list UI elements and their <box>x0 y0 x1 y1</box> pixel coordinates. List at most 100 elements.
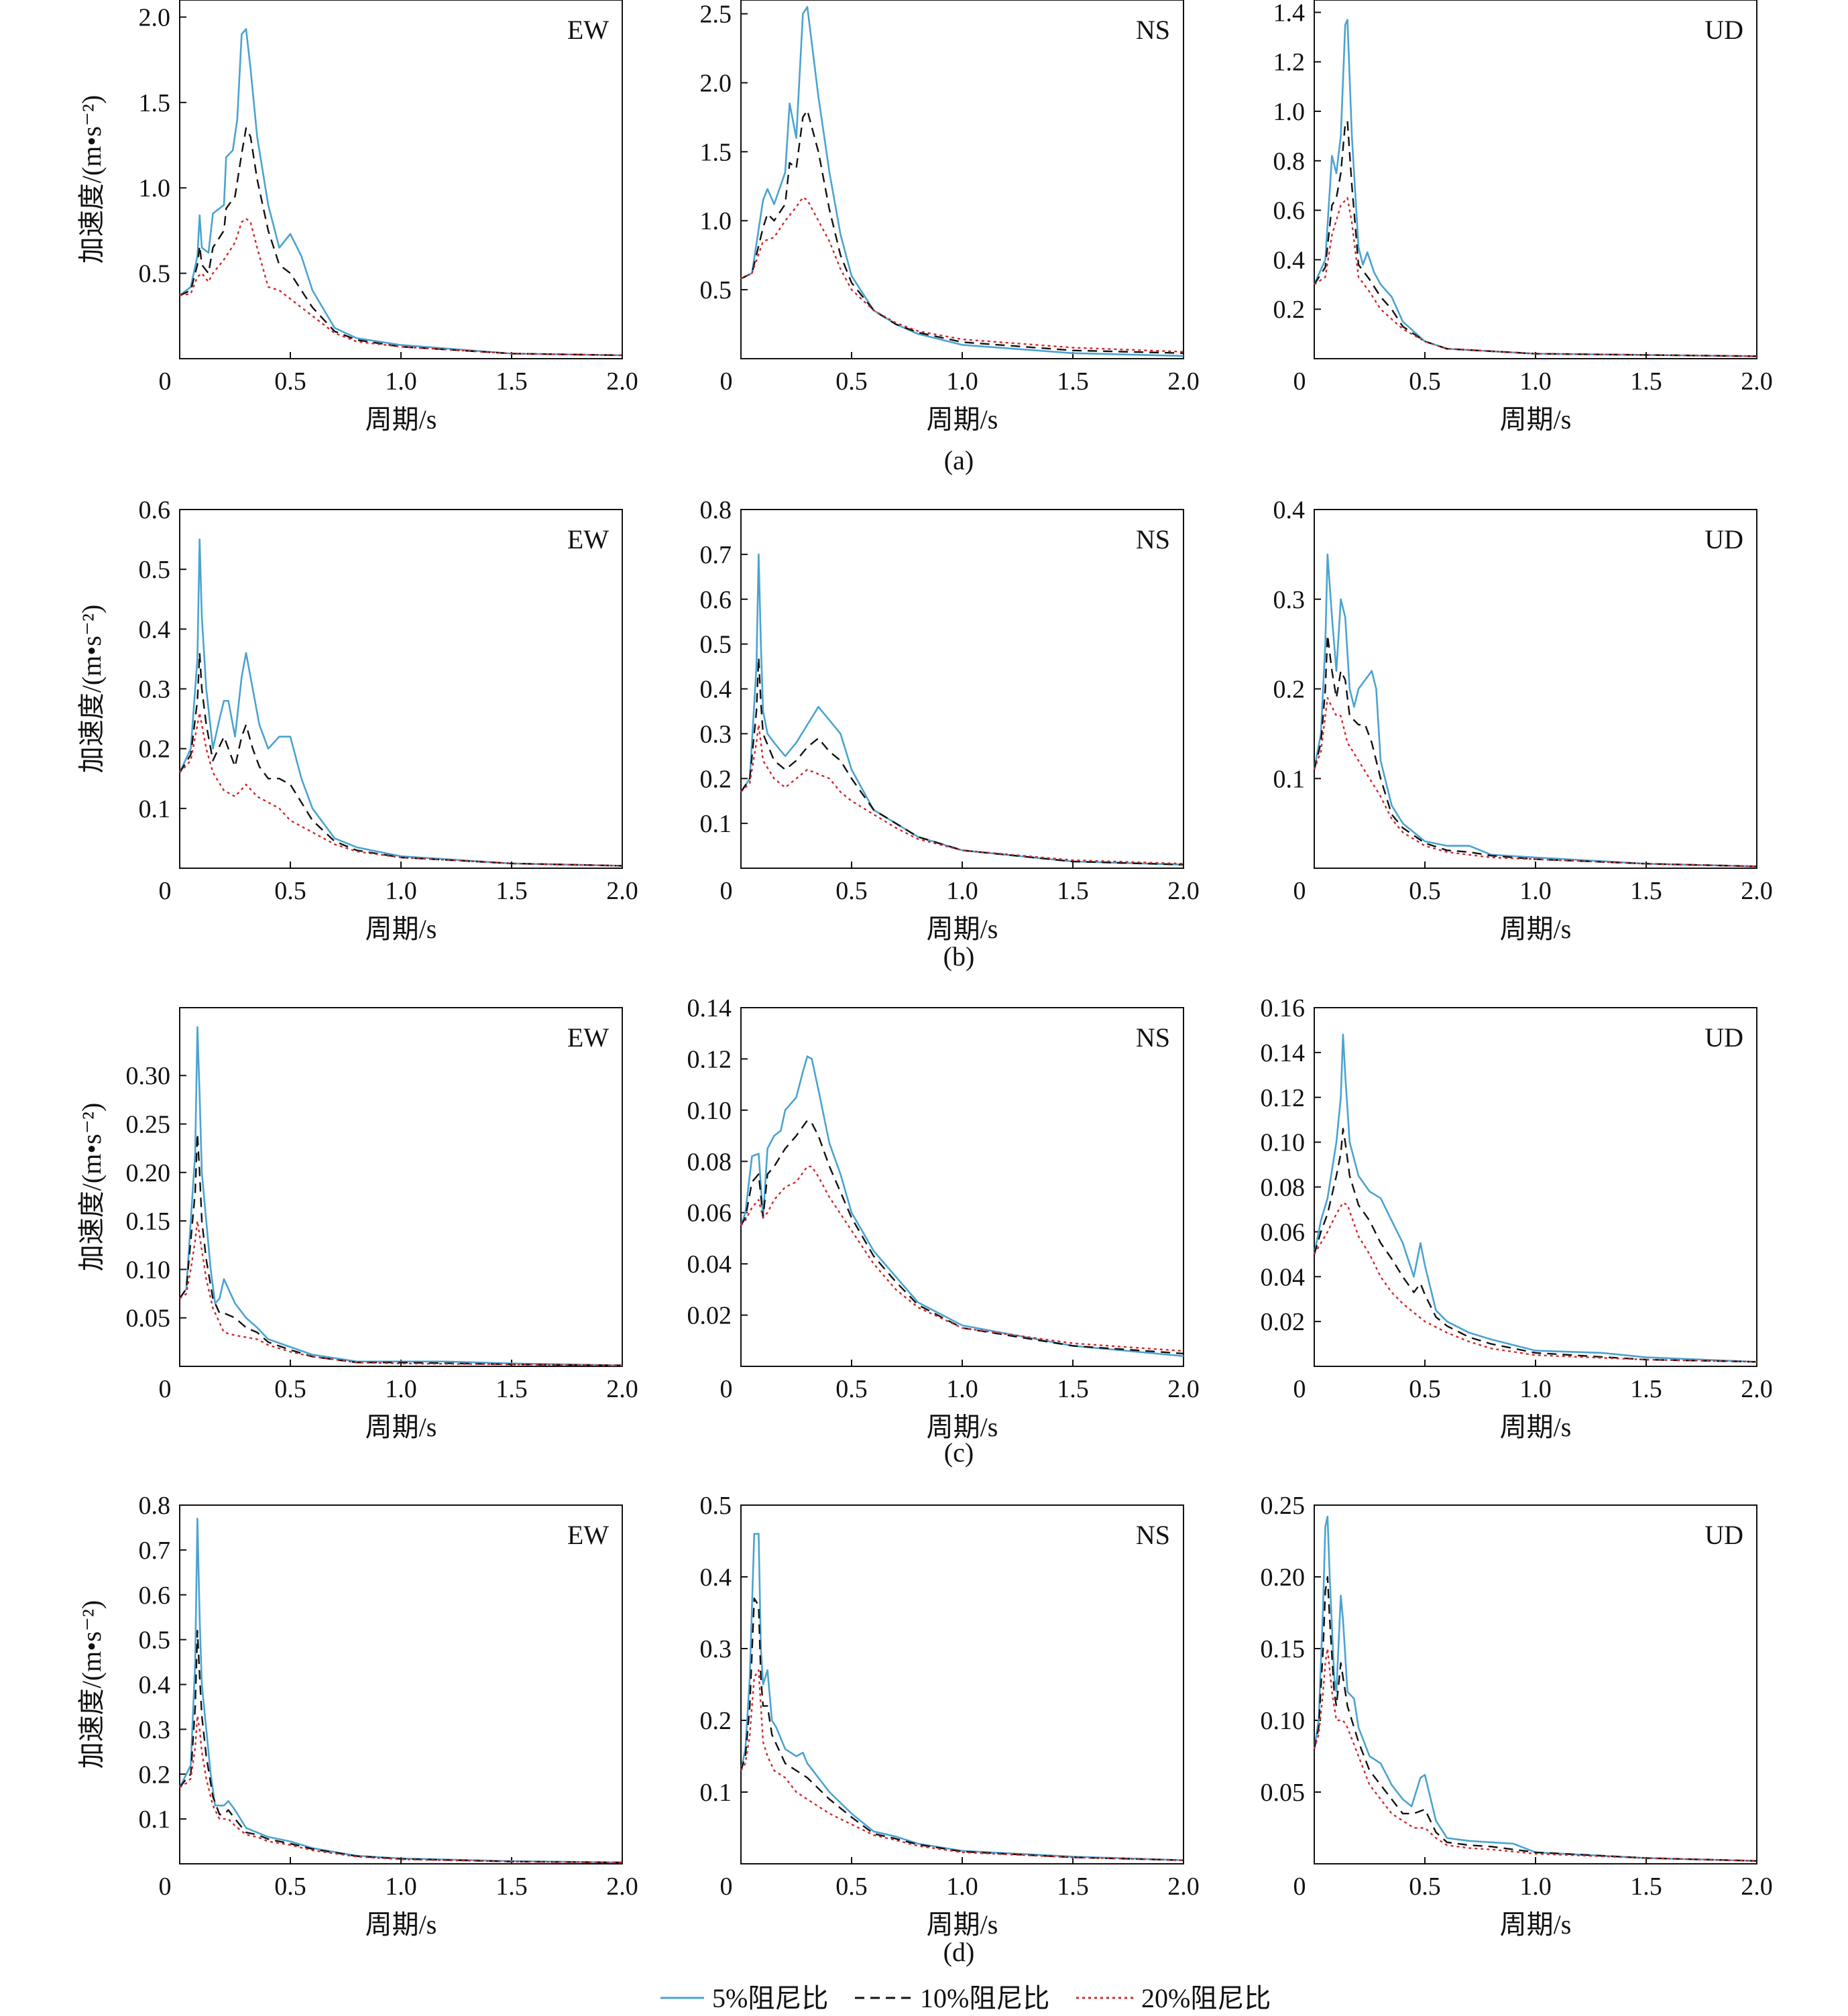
chart-2-2-ytick-label: 0.16 <box>1261 994 1306 1022</box>
chart-3-0-xtick-label: 1.5 <box>496 1873 528 1901</box>
chart-1-0-ytick-label: 0.5 <box>139 556 171 584</box>
chart-3-2-series-10pct <box>1313 1576 1757 1862</box>
chart-2-2-series-10pct <box>1313 1128 1757 1363</box>
chart-3-0-ytick-label: 0.7 <box>139 1537 171 1565</box>
chart-3-1-ytick-label: 0.2 <box>700 1707 732 1735</box>
chart-3-2-ytick-label: 0.10 <box>1261 1707 1306 1735</box>
chart-2-2-frame <box>1314 1007 1757 1367</box>
chart-0-1-ytick-label: 1.0 <box>700 207 732 235</box>
chart-0-0-component-label: EW <box>567 15 609 45</box>
chart-1-1-ytick-label: 0.5 <box>700 631 732 659</box>
chart-1-1-ytick-label: 0.7 <box>700 541 732 569</box>
chart-2-2-ytick-label: 0.10 <box>1261 1129 1306 1157</box>
chart-2-0-xtick-label: 0.5 <box>274 1375 306 1403</box>
chart-1-0-component-label: EW <box>567 524 609 554</box>
chart-0-1-frame <box>740 0 1184 359</box>
chart-0-0-series-5pct <box>179 27 623 357</box>
chart-1-1-ytick-label: 0.2 <box>700 765 732 793</box>
chart-1-2: 0.1 0.2 0.3 0.4 0.5 1.0 1.5 2.0 0 周期/s UD <box>1273 496 1773 944</box>
chart-3-0-series-5pct <box>178 1517 623 1864</box>
chart-0-0-xtick-label: 2.0 <box>606 367 638 396</box>
chart-0-2-ytick-label: 0.2 <box>1273 296 1306 324</box>
chart-1-0-xtick-label: 1.0 <box>385 877 417 905</box>
chart-1-2-origin-label: 0 <box>1293 877 1306 905</box>
chart-3-2-ytick-label: 0.25 <box>1261 1492 1306 1520</box>
chart-3-0-series-20pct <box>179 1715 623 1864</box>
chart-2-0-ytick-label: 0.15 <box>126 1207 171 1236</box>
chart-1-0-xlabel: 周期/s <box>365 914 437 944</box>
chart-1-2-xtick-label: 1.5 <box>1630 877 1662 905</box>
chart-3-0-ytick-label: 0.8 <box>139 1492 171 1520</box>
chart-1-1-component-label: NS <box>1136 524 1170 554</box>
chart-1-1-origin-label: 0 <box>720 877 733 905</box>
chart-0-0-origin-label: 0 <box>159 367 172 396</box>
chart-0-1-origin-label: 0 <box>720 367 733 396</box>
chart-2-1-xtick-label: 1.5 <box>1057 1375 1089 1403</box>
chart-1-1-ytick-label: 0.3 <box>700 720 732 748</box>
chart-2-2-ytick-label: 0.12 <box>1261 1084 1306 1112</box>
chart-2-1-xlabel: 周期/s <box>927 1412 998 1442</box>
chart-1-2-ytick-label: 0.3 <box>1273 586 1306 614</box>
chart-0-2-xtick-label: 1.5 <box>1630 367 1662 396</box>
chart-0-2: 0.2 0.4 0.6 0.8 1.0 1.2 1.4 0.5 1.0 1.5 2.0 0 周期/s UD <box>1273 0 1773 434</box>
chart-1-0-ytick-label: 0.3 <box>139 676 171 704</box>
chart-2-0-ytick-label: 0.05 <box>126 1305 171 1333</box>
chart-2-2-xtick-label: 0.5 <box>1409 1375 1441 1403</box>
chart-0-0-series-20pct <box>179 217 623 357</box>
chart-2-1-xtick-label: 2.0 <box>1167 1375 1200 1403</box>
chart-0-2-series-5pct <box>1313 19 1757 357</box>
chart-0-0-xlabel: 周期/s <box>365 404 437 434</box>
chart-3-1-xtick-label: 2.0 <box>1167 1873 1200 1901</box>
chart-0-2-xtick-label: 0.5 <box>1409 367 1441 396</box>
legend-label-20pct: 20%阻尼比 <box>1141 1983 1271 2013</box>
chart-3-0-xtick-label: 0.5 <box>274 1873 306 1901</box>
chart-2-0-ytick-label: 0.20 <box>126 1159 171 1187</box>
chart-1-2-series-10pct <box>1313 634 1757 868</box>
chart-2-2-ytick-label: 0.02 <box>1261 1308 1306 1336</box>
row-label-d: (d) <box>943 1937 975 1967</box>
chart-2-2-xlabel: 周期/s <box>1500 1412 1572 1442</box>
chart-3-1-origin-label: 0 <box>720 1873 733 1901</box>
chart-0-2-ytick-label: 0.4 <box>1273 246 1306 274</box>
chart-0-0-ytick-label: 2.0 <box>139 3 171 32</box>
chart-2-0-xtick-label: 2.0 <box>606 1375 638 1403</box>
chart-3-2-series-20pct <box>1313 1647 1757 1862</box>
chart-3-2-xtick-label: 1.5 <box>1630 1873 1662 1901</box>
chart-1-1-ytick-label: 0.6 <box>700 586 732 614</box>
chart-2-0-series-10pct <box>179 1132 623 1366</box>
chart-0-1-ytick-label: 2.5 <box>700 1 732 29</box>
chart-0-0: 0.5 1.0 1.5 2.0 0.5 1.0 1.5 2.0 0 周期/s 加速度/(m•s⁻²)… <box>76 0 638 434</box>
chart-2-2-xtick-label: 1.5 <box>1630 1375 1662 1403</box>
chart-0-2-component-label: UD <box>1705 15 1743 45</box>
chart-0-2-ytick-label: 0.8 <box>1273 147 1306 176</box>
chart-2-0-xtick-label: 1.0 <box>385 1375 417 1403</box>
chart-1-0-ytick-label: 0.1 <box>139 795 171 823</box>
chart-3-0-xlabel: 周期/s <box>365 1909 437 1940</box>
row-labels: (a) (b) (c) (d) <box>943 445 975 1967</box>
chart-1-1-ytick-label: 0.8 <box>700 496 732 524</box>
chart-1-0-xtick-label: 1.5 <box>496 877 528 905</box>
chart-2-2-ytick-label: 0.08 <box>1261 1174 1306 1202</box>
chart-1-2-xtick-label: 0.5 <box>1409 877 1441 905</box>
chart-0-0-ytick-label: 1.0 <box>139 174 171 202</box>
chart-3-0-ytick-label: 0.1 <box>139 1805 171 1834</box>
chart-3-0-ytick-label: 0.3 <box>139 1716 171 1744</box>
chart-3-1-component-label: NS <box>1136 1520 1170 1550</box>
legend: 5%阻尼比 10%阻尼比 20%阻尼比 <box>660 1983 1271 2013</box>
chart-0-2-xlabel: 周期/s <box>1500 404 1572 434</box>
chart-2-1-xtick-label: 1.0 <box>946 1375 978 1403</box>
row-label-b: (b) <box>943 941 975 971</box>
chart-3-2-xlabel: 周期/s <box>1500 1909 1572 1940</box>
chart-3-2-xtick-label: 0.5 <box>1409 1873 1441 1901</box>
chart-2-0-origin-label: 0 <box>159 1375 172 1403</box>
chart-3-2-xtick-label: 2.0 <box>1741 1873 1773 1901</box>
chart-0-0-xtick-label: 1.5 <box>496 367 528 396</box>
chart-3-0-ytick-label: 0.6 <box>139 1582 171 1610</box>
chart-2-2-xtick-label: 1.0 <box>1519 1375 1552 1403</box>
chart-1-1-series-20pct <box>740 723 1184 865</box>
chart-panels: 0.5 1.0 1.5 2.0 0.5 1.0 1.5 2.0 0 周期/s 加速度/(m•s⁻²)… <box>76 0 1773 1940</box>
chart-1-1-frame <box>740 509 1184 869</box>
chart-2-1-origin-label: 0 <box>720 1375 733 1403</box>
chart-0-2-origin-label: 0 <box>1293 367 1306 396</box>
chart-3-0-ylabel: 加速度/(m•s⁻²) <box>76 1600 107 1769</box>
